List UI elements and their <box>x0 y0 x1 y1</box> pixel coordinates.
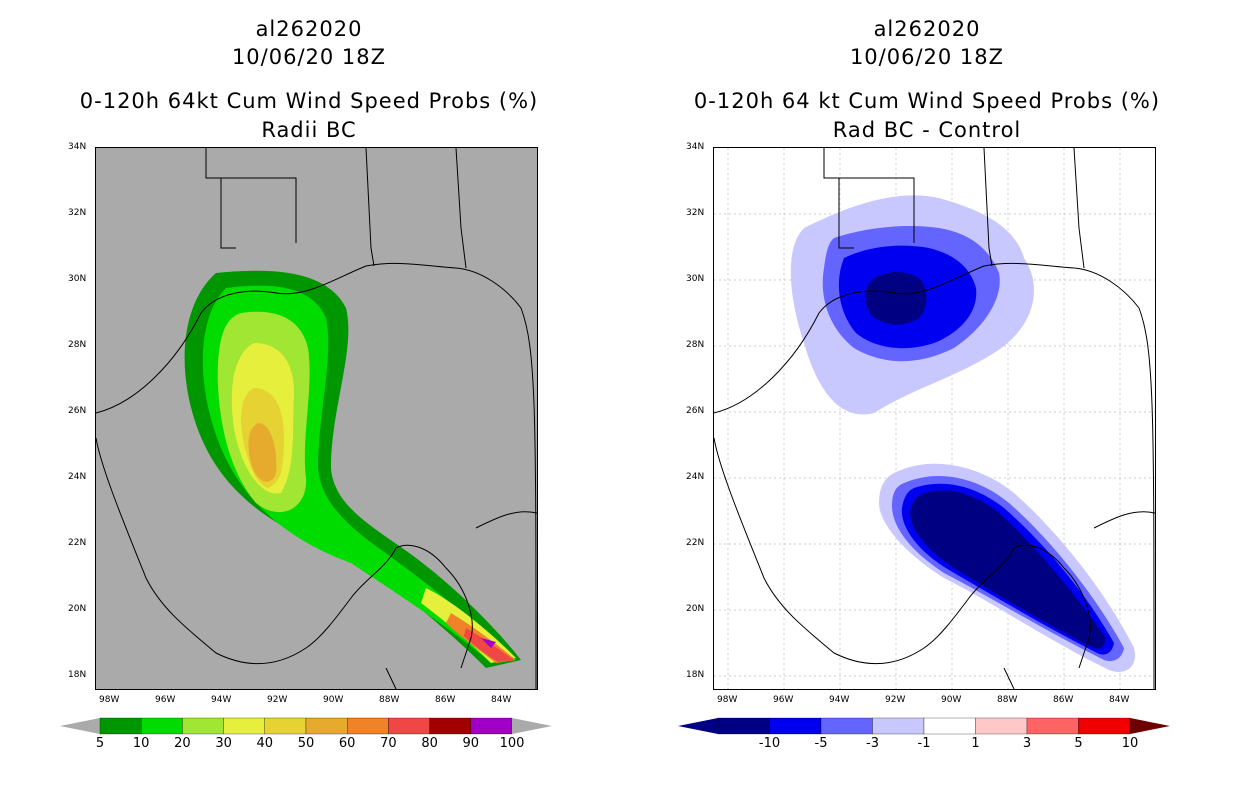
left-panel: al262020 10/06/20 18Z 0-120h 64kt Cum Wi… <box>60 17 552 751</box>
colorbar-label: 60 <box>338 736 356 751</box>
forecast-date: 10/06/20 18Z <box>231 45 387 69</box>
colorbar-swatch <box>305 717 348 735</box>
storm-id: al262020 <box>255 17 363 41</box>
colorbar-arrow-right <box>1130 718 1170 734</box>
colorbar-swatch <box>923 717 976 735</box>
right-panel: al262020 10/06/20 18Z 0-120h 64 kt Cum W… <box>618 0 1236 800</box>
state-borders <box>823 148 1085 269</box>
colorbar-swatch <box>99 717 142 735</box>
colorbar-label: 70 <box>380 736 397 751</box>
lat-label: 24N <box>686 472 705 482</box>
lat-label: 22N <box>68 538 87 548</box>
colorbar-swatch <box>769 717 822 735</box>
lat-label: 20N <box>68 604 87 614</box>
colorbar <box>60 716 552 736</box>
lat-label: 34N <box>68 142 87 152</box>
wind-probability-contours <box>184 270 522 668</box>
colorbar-label: 10 <box>1121 736 1139 751</box>
forecast-date: 10/06/20 18Z <box>849 45 1005 69</box>
colorbar-swatch <box>264 717 307 735</box>
colorbar-label: 40 <box>256 736 274 751</box>
colorbar-swatch <box>1026 717 1079 735</box>
state-borders <box>205 148 467 269</box>
lon-label: 96W <box>773 695 794 705</box>
lon-label: 94W <box>829 695 850 705</box>
colorbar-swatch <box>717 717 770 735</box>
colorbar-label: 90 <box>462 736 480 751</box>
lon-label: 92W <box>885 695 906 705</box>
lon-label: 90W <box>323 695 344 705</box>
colorbar-label: 50 <box>297 736 315 751</box>
colorbar-swatch <box>182 717 224 735</box>
lat-label: 32N <box>68 208 87 218</box>
plot-title: 0-120h 64 kt Cum Wind Speed Probs (%) <box>693 89 1161 113</box>
lon-label: 84W <box>491 695 512 705</box>
coastline <box>714 262 1155 689</box>
lat-label: 34N <box>686 142 705 152</box>
coastline <box>96 262 537 689</box>
colorbar-label: 10 <box>132 736 150 751</box>
colorbar-swatch <box>141 717 183 735</box>
lon-label: 84W <box>1109 695 1130 705</box>
lon-label: 98W <box>717 695 738 705</box>
colorbar-label: 20 <box>174 736 191 751</box>
difference-map <box>713 147 1156 690</box>
colorbar <box>678 716 1170 736</box>
lon-label: 94W <box>211 695 232 705</box>
colorbar-label: -3 <box>866 736 879 751</box>
lat-label: 30N <box>686 274 705 284</box>
lon-label: 86W <box>1053 695 1074 705</box>
colorbar-swatch <box>1078 717 1131 735</box>
difference-contours <box>790 195 1135 672</box>
colorbar-arrow-left <box>678 718 718 734</box>
plot-title: 0-120h 64kt Cum Wind Speed Probs (%) <box>79 89 539 113</box>
lat-label: 24N <box>68 472 87 482</box>
colorbar-label: 3 <box>1022 736 1032 751</box>
lat-label: 28N <box>68 340 87 350</box>
probability-map <box>95 147 538 690</box>
colorbar-swatch <box>388 717 430 735</box>
colorbar-label: -1 <box>917 736 931 751</box>
colorbar-label: -10 <box>758 736 781 751</box>
lat-label: 18N <box>686 670 705 680</box>
colorbar-label: 5 <box>1074 736 1083 751</box>
colorbar-swatch <box>820 717 873 735</box>
lon-label: 90W <box>941 695 962 705</box>
colorbar-label: 5 <box>95 736 105 751</box>
lat-label: 28N <box>686 340 705 350</box>
lat-label: 20N <box>686 604 705 614</box>
lat-label: 32N <box>686 208 705 218</box>
colorbar-swatch <box>470 717 513 735</box>
colorbar-label: 1 <box>971 736 980 751</box>
storm-id: al262020 <box>873 17 981 41</box>
lat-label: 26N <box>686 406 705 416</box>
lon-label: 96W <box>155 695 176 705</box>
lon-label: 88W <box>379 695 400 705</box>
plot-subtitle: Rad BC - Control <box>832 118 1022 142</box>
lat-label: 18N <box>68 670 87 680</box>
lon-label: 88W <box>997 695 1018 705</box>
lat-label: 22N <box>686 538 705 548</box>
colorbar-swatch <box>347 717 389 735</box>
lon-label: 98W <box>99 695 120 705</box>
colorbar-label: 30 <box>215 736 232 751</box>
colorbar-label: 80 <box>421 736 438 751</box>
plot-subtitle: Radii BC <box>261 118 357 142</box>
colorbar-label: 100 <box>499 736 525 751</box>
lon-label: 86W <box>435 695 456 705</box>
colorbar-label: -5 <box>814 736 828 751</box>
colorbar-arrow-right <box>512 718 552 734</box>
colorbar-swatch <box>872 717 925 735</box>
lat-label: 26N <box>68 406 87 416</box>
colorbar-arrow-left <box>60 718 100 734</box>
lon-label: 92W <box>267 695 288 705</box>
lat-label: 30N <box>68 274 87 284</box>
colorbar-swatch <box>429 717 471 735</box>
colorbar-swatch <box>223 717 265 735</box>
colorbar-swatch <box>975 717 1028 735</box>
